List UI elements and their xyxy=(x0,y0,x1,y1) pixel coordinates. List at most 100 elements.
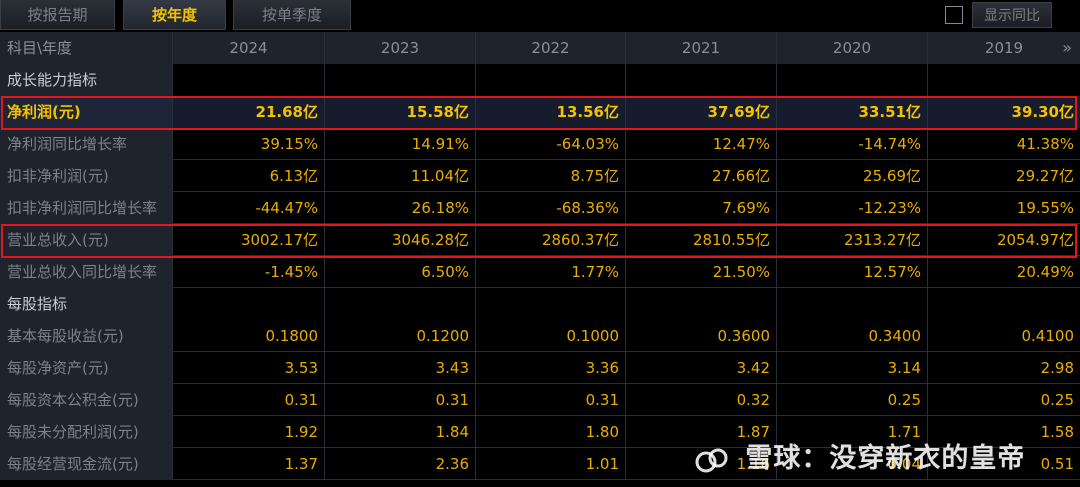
value-cell: -44.47% xyxy=(173,192,325,224)
value-cell: 12.57% xyxy=(777,256,928,288)
table-row[interactable]: 基本每股收益(元) 0.1800 0.1200 0.1000 0.3600 0.… xyxy=(0,320,1080,352)
value-cell: 2.36 xyxy=(325,448,476,480)
value-cell: 0.1800 xyxy=(173,320,325,352)
tab-by-report-period[interactable]: 按报告期 xyxy=(0,0,115,30)
row-label: 每股资本公积金(元) xyxy=(0,384,173,416)
value-cell: 39.30亿 xyxy=(928,96,1080,128)
value-cell: 2810.55亿 xyxy=(626,224,777,256)
value-cell: 6.13亿 xyxy=(173,160,325,192)
top-toolbar: 按报告期 按年度 按单季度 显示同比 xyxy=(0,0,1080,33)
empty-cell xyxy=(476,64,626,96)
value-cell: 1.16 xyxy=(626,448,777,480)
value-cell: 37.69亿 xyxy=(626,96,777,128)
table-row[interactable]: 扣非净利润(元) 6.13亿 11.04亿 8.75亿 27.66亿 25.69… xyxy=(0,160,1080,192)
show-yoy-button[interactable]: 显示同比 xyxy=(972,2,1052,28)
row-label: 基本每股收益(元) xyxy=(0,320,173,352)
value-cell: -14.74% xyxy=(777,128,928,160)
value-cell: 3046.28亿 xyxy=(325,224,476,256)
value-cell: 3.14 xyxy=(777,352,928,384)
empty-cell xyxy=(476,288,626,320)
value-cell: 1.77% xyxy=(476,256,626,288)
year-header[interactable]: 2022 xyxy=(476,32,626,64)
value-cell: 1.37 xyxy=(173,448,325,480)
year-header-label: 2019 xyxy=(984,39,1024,57)
table-row[interactable]: 每股未分配利润(元) 1.92 1.84 1.80 1.87 1.71 1.58 xyxy=(0,416,1080,448)
table-row[interactable]: 营业总收入(元) 3002.17亿 3046.28亿 2860.37亿 2810… xyxy=(0,224,1080,256)
value-cell: 6.50% xyxy=(325,256,476,288)
chevron-double-right-icon[interactable]: » xyxy=(1062,38,1072,57)
row-label: 营业总收入(元) xyxy=(0,224,173,256)
empty-cell xyxy=(928,288,1080,320)
value-cell: 2313.27亿 xyxy=(777,224,928,256)
value-cell: 0.51 xyxy=(1040,455,1074,473)
value-cell: 27.66亿 xyxy=(626,160,777,192)
table-row[interactable]: 扣非净利润同比增长率 -44.47% 26.18% -68.36% 7.69% … xyxy=(0,192,1080,224)
row-label: 净利润(元) xyxy=(0,96,173,128)
value-cell: 12.47% xyxy=(626,128,777,160)
table-row[interactable]: 每股净资产(元) 3.53 3.43 3.36 3.42 3.14 2.98 xyxy=(0,352,1080,384)
value-cell: 1.71 xyxy=(777,416,928,448)
value-cell: 8.75亿 xyxy=(476,160,626,192)
value-cell: 3.53 xyxy=(173,352,325,384)
value-cell: -12.23% xyxy=(777,192,928,224)
value-cell: 41.38% xyxy=(1016,135,1074,153)
value-cell: 3.42 xyxy=(626,352,777,384)
value-cell: -1.45% xyxy=(173,256,325,288)
section-header-row: 每股指标 xyxy=(0,288,1080,320)
empty-cell xyxy=(626,64,777,96)
table-row[interactable]: 每股经营现金流(元) 1.37 2.36 1.01 1.16 0.04 0.51 xyxy=(0,448,1080,480)
tab-by-quarter[interactable]: 按单季度 xyxy=(233,0,351,30)
watermark-text: 雪球：没穿新衣的皇帝 xyxy=(745,443,1026,474)
year-header[interactable]: 2019 » xyxy=(928,32,1080,64)
value-cell: 1.80 xyxy=(476,416,626,448)
value-cell: 1.01 xyxy=(476,448,626,480)
value-cell: 26.18% xyxy=(325,192,476,224)
table-row[interactable]: 净利润(元) 21.68亿 15.58亿 13.56亿 37.69亿 33.51… xyxy=(0,96,1080,128)
value-cell: 0.3600 xyxy=(626,320,777,352)
value-cell: 0.4100 xyxy=(1021,327,1075,345)
value-cell: 0.31 xyxy=(173,384,325,416)
year-header[interactable]: 2024 xyxy=(173,32,325,64)
value-cell: 19.55% xyxy=(1016,199,1074,217)
value-cell: 13.56亿 xyxy=(476,96,626,128)
value-cell: 0.25 xyxy=(777,384,928,416)
value-cell: 39.15% xyxy=(173,128,325,160)
section-header-row: 成长能力指标 xyxy=(0,64,1080,96)
value-cell: 11.04亿 xyxy=(325,160,476,192)
value-cell: 21.50% xyxy=(626,256,777,288)
value-cell: 20.49% xyxy=(1016,263,1074,281)
row-label: 扣非净利润同比增长率 xyxy=(0,192,173,224)
value-cell: -64.03% xyxy=(476,128,626,160)
year-header[interactable]: 2020 xyxy=(777,32,928,64)
corner-header: 科目\年度 xyxy=(0,32,173,64)
yoy-checkbox[interactable] xyxy=(945,6,963,24)
value-cell: 3002.17亿 xyxy=(173,224,325,256)
value-cell: 0.31 xyxy=(476,384,626,416)
year-header[interactable]: 2021 xyxy=(626,32,777,64)
watermark: 雪球：没穿新衣的皇帝 xyxy=(695,436,1025,475)
value-cell: 1.92 xyxy=(173,416,325,448)
value-cell: 25.69亿 xyxy=(777,160,928,192)
row-label: 净利润同比增长率 xyxy=(0,128,173,160)
year-header[interactable]: 2023 xyxy=(325,32,476,64)
value-cell: 3.36 xyxy=(476,352,626,384)
empty-cell xyxy=(325,288,476,320)
empty-cell xyxy=(777,64,928,96)
value-cell: 1.58 xyxy=(1040,423,1074,441)
row-label: 扣非净利润(元) xyxy=(0,160,173,192)
value-cell: 1.87 xyxy=(626,416,777,448)
value-cell: 33.51亿 xyxy=(777,96,928,128)
table-row[interactable]: 营业总收入同比增长率 -1.45% 6.50% 1.77% 21.50% 12.… xyxy=(0,256,1080,288)
value-cell: 2860.37亿 xyxy=(476,224,626,256)
tab-by-year[interactable]: 按年度 xyxy=(123,0,226,30)
value-cell: 21.68亿 xyxy=(173,96,325,128)
table-row[interactable]: 净利润同比增长率 39.15% 14.91% -64.03% 12.47% -1… xyxy=(0,128,1080,160)
table-header-row: 科目\年度 2024 2023 2022 2021 2020 2019 » xyxy=(0,32,1080,64)
empty-cell xyxy=(173,288,325,320)
value-cell: 0.25 xyxy=(1040,391,1074,409)
value-cell: 0.32 xyxy=(626,384,777,416)
table-row[interactable]: 每股资本公积金(元) 0.31 0.31 0.31 0.32 0.25 0.25 xyxy=(0,384,1080,416)
empty-cell xyxy=(928,64,1080,96)
value-cell: 0.04 xyxy=(777,448,928,480)
empty-cell xyxy=(325,64,476,96)
